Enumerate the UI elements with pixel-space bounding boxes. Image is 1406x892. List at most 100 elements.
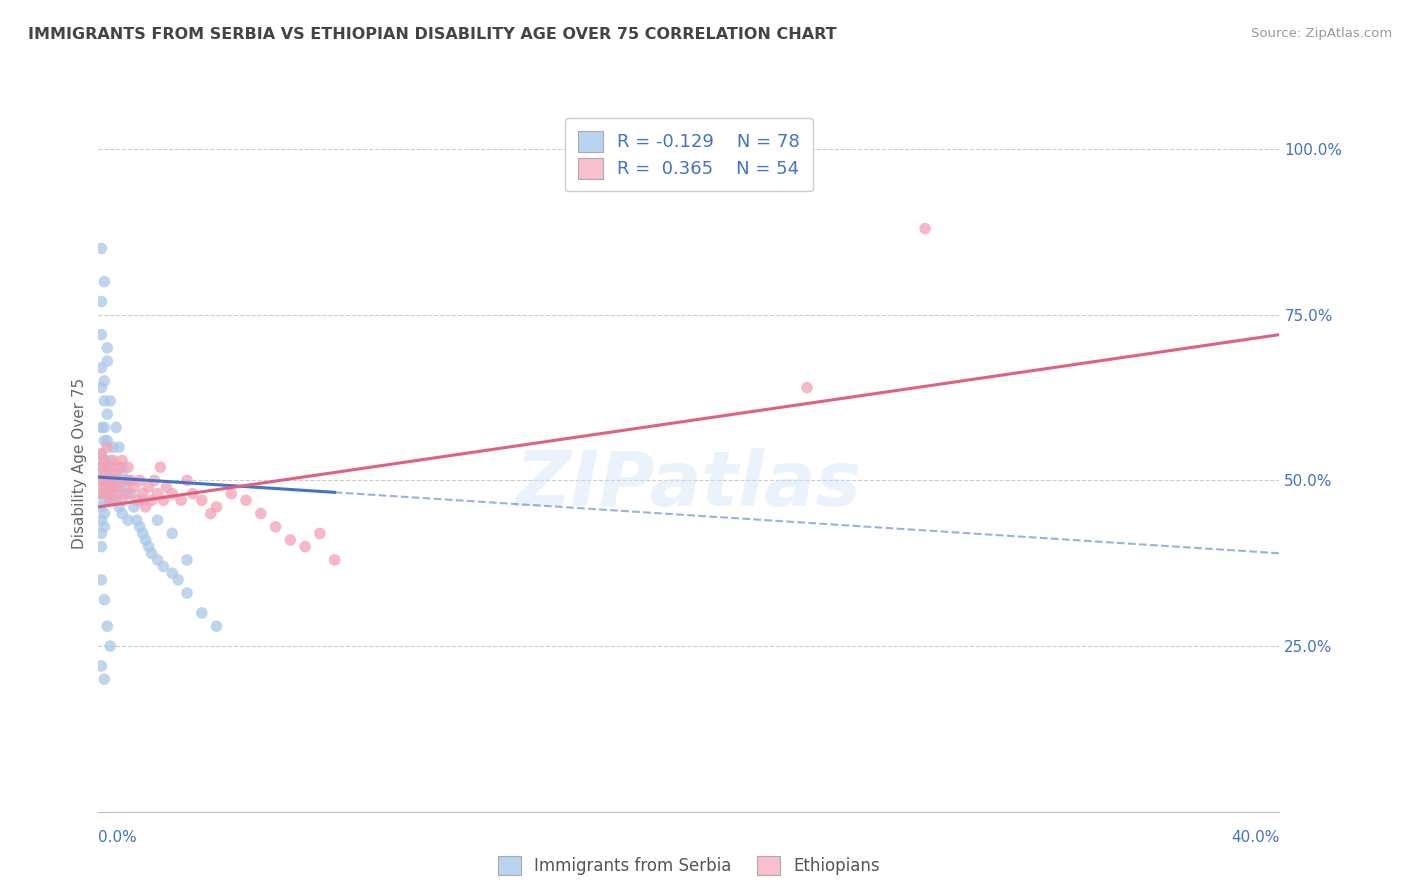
Point — [90, 500, 112, 514]
Point — [114, 474, 136, 488]
Point — [111, 507, 134, 521]
Point — [294, 540, 316, 554]
Point — [122, 480, 145, 494]
Point — [132, 526, 155, 541]
Point — [90, 420, 112, 434]
Point — [90, 360, 112, 375]
Point — [98, 453, 121, 467]
Point — [122, 500, 145, 514]
Point — [93, 393, 115, 408]
Point — [90, 526, 112, 541]
Point — [176, 474, 198, 488]
Text: 0.0%: 0.0% — [98, 830, 138, 845]
Point — [93, 453, 115, 467]
Point — [105, 467, 128, 481]
Point — [235, 493, 257, 508]
Point — [98, 480, 121, 494]
Point — [117, 474, 139, 488]
Point — [103, 440, 125, 454]
Point — [128, 520, 150, 534]
Point — [132, 493, 155, 508]
Point — [103, 474, 125, 488]
Point — [96, 474, 118, 488]
Point — [135, 500, 157, 514]
Point — [219, 486, 242, 500]
Point — [103, 474, 125, 488]
Point — [93, 374, 115, 388]
Point — [125, 513, 148, 527]
Point — [93, 520, 115, 534]
Point — [128, 474, 150, 488]
Point — [98, 493, 121, 508]
Point — [176, 586, 198, 600]
Point — [103, 486, 125, 500]
Point — [162, 486, 183, 500]
Point — [96, 460, 118, 475]
Point — [117, 486, 139, 500]
Point — [170, 493, 193, 508]
Point — [98, 493, 121, 508]
Point — [138, 540, 160, 554]
Point — [93, 480, 115, 494]
Point — [162, 566, 183, 581]
Point — [90, 460, 112, 475]
Point — [105, 420, 128, 434]
Point — [108, 474, 131, 488]
Point — [96, 486, 118, 500]
Point — [108, 440, 131, 454]
Point — [93, 420, 115, 434]
Point — [264, 520, 287, 534]
Point — [93, 592, 115, 607]
Point — [98, 393, 121, 408]
Point — [125, 493, 148, 508]
Text: Source: ZipAtlas.com: Source: ZipAtlas.com — [1251, 27, 1392, 40]
Point — [96, 474, 118, 488]
Point — [93, 507, 115, 521]
Point — [90, 327, 112, 342]
Point — [108, 480, 131, 494]
Point — [200, 507, 222, 521]
Point — [111, 460, 134, 475]
Point — [103, 453, 125, 467]
Point — [90, 294, 112, 309]
Point — [93, 275, 115, 289]
Point — [93, 493, 115, 508]
Point — [120, 486, 142, 500]
Point — [155, 480, 177, 494]
Point — [114, 486, 136, 500]
Point — [146, 513, 169, 527]
Point — [205, 619, 228, 633]
Point — [98, 467, 121, 481]
Point — [176, 553, 198, 567]
Point — [111, 493, 134, 508]
Point — [138, 480, 160, 494]
Point — [96, 354, 118, 368]
Point — [117, 513, 139, 527]
Point — [135, 533, 157, 547]
Point — [108, 460, 131, 475]
Point — [117, 460, 139, 475]
Point — [141, 546, 163, 560]
Text: IMMIGRANTS FROM SERBIA VS ETHIOPIAN DISABILITY AGE OVER 75 CORRELATION CHART: IMMIGRANTS FROM SERBIA VS ETHIOPIAN DISA… — [28, 27, 837, 42]
Point — [90, 242, 112, 256]
Point — [181, 486, 204, 500]
Point — [105, 486, 128, 500]
Point — [90, 460, 112, 475]
Y-axis label: Disability Age Over 75: Disability Age Over 75 — [72, 378, 87, 549]
Point — [278, 533, 302, 547]
Text: 40.0%: 40.0% — [1232, 830, 1279, 845]
Point — [143, 474, 166, 488]
Point — [96, 486, 118, 500]
Point — [105, 493, 128, 508]
Point — [98, 480, 121, 494]
Point — [93, 467, 115, 481]
Point — [93, 480, 115, 494]
Point — [90, 573, 112, 587]
Point — [146, 486, 169, 500]
Point — [141, 493, 163, 508]
Point — [152, 493, 174, 508]
Point — [108, 500, 131, 514]
Point — [96, 440, 118, 454]
Point — [96, 434, 118, 448]
Point — [162, 526, 183, 541]
